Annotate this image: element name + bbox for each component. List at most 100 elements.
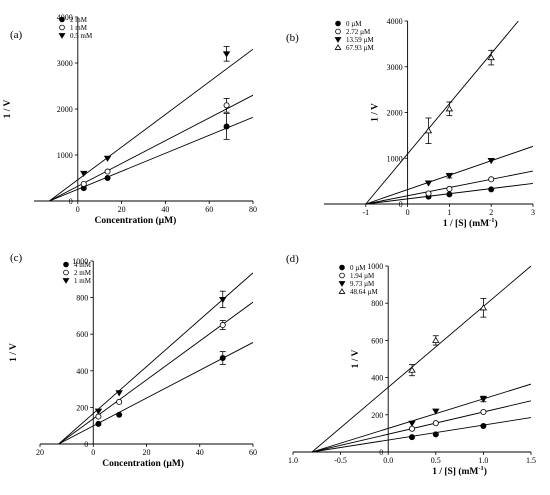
data-point	[445, 105, 454, 112]
data-point	[432, 408, 440, 415]
legend-marker	[339, 264, 345, 271]
data-point	[487, 158, 495, 165]
legend-entry: 0.5 mM	[70, 32, 93, 40]
legend-marker	[334, 37, 342, 43]
y-tick-label: 4000	[57, 13, 73, 22]
x-axis-title-superscript: -1	[489, 217, 494, 224]
data-point	[446, 191, 453, 198]
x-tick-label: 40	[161, 205, 169, 214]
legend-marker	[338, 288, 346, 294]
x-axis-title-end: )	[484, 466, 487, 477]
data-point	[479, 304, 488, 311]
x-tick-label: 60	[205, 205, 213, 214]
x-tick-label: 1.5	[526, 456, 536, 465]
y-tick-label: 2000	[57, 105, 73, 114]
x-tick-label: 60	[249, 448, 257, 457]
y-tick-label: 400	[371, 374, 383, 383]
data-point	[116, 411, 123, 418]
data-point	[408, 420, 416, 427]
y-tick-label: 1000	[367, 262, 383, 271]
x-tick-label: 20	[118, 205, 126, 214]
y-axis-title: 1 / V	[351, 349, 361, 368]
x-tick-label: 0.0	[383, 456, 393, 465]
data-point	[425, 190, 432, 197]
x-tick-label: 20	[36, 448, 44, 457]
data-point	[219, 322, 226, 329]
legend-entry: 67.93 µM	[346, 44, 375, 52]
data-point	[95, 413, 102, 420]
x-tick-label: 40	[196, 448, 204, 457]
fit-line	[311, 383, 531, 452]
legend-entry: 1 mM	[70, 24, 88, 32]
legend-marker	[335, 20, 341, 27]
data-point	[432, 420, 439, 427]
data-point	[432, 336, 440, 343]
fit-line	[58, 272, 253, 444]
x-tick-label: 1.0	[288, 456, 298, 465]
x-tick-label: 2	[489, 208, 493, 217]
panel-label: (a)	[10, 29, 23, 41]
fit-line	[365, 21, 519, 204]
data-point	[480, 409, 487, 416]
legend-entry: 4 mM	[74, 261, 92, 269]
fit-line	[49, 94, 253, 201]
x-axis-title: Concentration (µM)	[95, 215, 177, 226]
data-point	[223, 102, 230, 109]
y-tick-label: 3000	[57, 59, 73, 68]
legend-entry: 2.72 µM	[346, 28, 371, 36]
panel-a-plot: 0 20 40 60 80 0 1000 2000 3000 4000 Concentration …	[3, 13, 257, 226]
data-point	[408, 434, 415, 441]
data-point	[222, 51, 231, 58]
data-point	[408, 366, 416, 373]
legend-entry: 2 mM	[70, 16, 88, 24]
y-tick-label: 2000	[387, 109, 403, 118]
legend-entry: 2 mM	[74, 269, 92, 277]
y-tick-label: 200	[76, 403, 88, 412]
legend-entry: 0 µM	[350, 264, 366, 272]
data-point	[445, 173, 454, 180]
fit-line	[49, 116, 253, 201]
x-tick-label: 20	[143, 448, 151, 457]
legend-marker	[58, 33, 66, 39]
legend-entry: 13.59 µM	[346, 36, 375, 44]
data-point	[80, 180, 87, 187]
data-point	[488, 186, 495, 193]
y-tick-label: 600	[371, 336, 383, 345]
data-point	[104, 174, 111, 181]
fit-line	[311, 417, 531, 452]
data-point	[446, 185, 453, 192]
data-point	[115, 390, 123, 397]
legend-marker	[63, 261, 69, 268]
fit-line	[311, 266, 531, 452]
y-tick-label: 800	[371, 299, 383, 308]
fit-line	[311, 400, 531, 452]
legend-entry: 9.73 µM	[350, 280, 375, 288]
y-tick-label: 600	[76, 330, 88, 339]
data-point	[432, 431, 439, 438]
panel-label: (b)	[286, 32, 299, 44]
x-tick-label: 0	[76, 205, 80, 214]
y-tick-label: 3000	[387, 63, 403, 72]
data-point	[95, 420, 102, 427]
legend-entry: 48.64 µM	[350, 288, 379, 296]
y-tick-label: 1000	[57, 151, 73, 160]
y-tick-label: 0	[84, 440, 88, 449]
x-tick-label: 80	[249, 205, 257, 214]
legend-marker	[339, 272, 345, 279]
x-tick-label: 1	[447, 208, 451, 217]
panel-b-plot: -1 0 1 2 3 0 1000 2000 3000 4000 1 / [S] (mM-1) 1 /…	[286, 17, 535, 229]
data-point	[116, 398, 123, 405]
data-point	[223, 123, 230, 130]
data-point	[424, 180, 433, 187]
legend-marker	[62, 278, 70, 284]
panel-d-plot: 1.0 -0.5 0.0 0.5 1.0 1.5 0 200 400 600 800 1000 1 / …	[286, 253, 536, 477]
panel-label: (d)	[286, 253, 299, 265]
x-axis-title: 1 / [S] (mM-1)	[443, 217, 498, 229]
fit-lines	[311, 266, 531, 452]
x-axis-title: 1 / [S] (mM-1)	[432, 465, 487, 477]
legend-marker	[338, 281, 346, 287]
legend-marker	[59, 16, 65, 23]
legend-marker	[63, 269, 69, 276]
y-tick-label: 800	[76, 294, 88, 303]
